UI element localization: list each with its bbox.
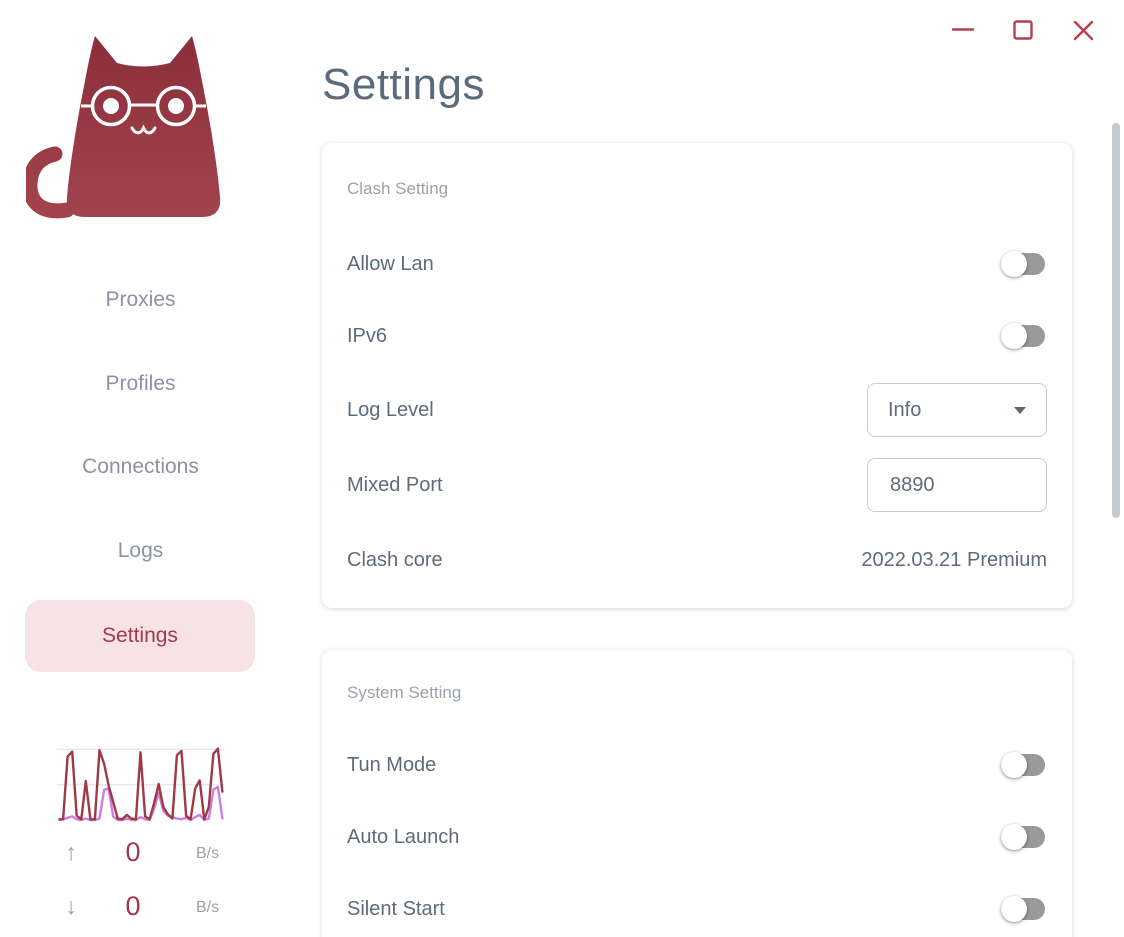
sidebar-item-proxies[interactable]: Proxies [105, 288, 176, 311]
download-stat-row: ↓ 0 B/s [0, 891, 281, 927]
section-label: Clash Setting [347, 179, 449, 198]
mixed-port-input[interactable] [867, 458, 1047, 512]
system-setting-card: System Setting Tun Mode Auto Launch Sile… [322, 650, 1072, 937]
setting-row-clash-core: Clash core 2022.03.21 Premium [347, 532, 1047, 588]
ipv6-label: IPv6 [347, 324, 388, 347]
mixed-port-label: Mixed Port [347, 473, 443, 496]
upload-arrow-icon: ↑ [65, 839, 77, 865]
toggle-thumb [1001, 251, 1027, 277]
clash-setting-card: Clash Setting Allow Lan IPv6 Log Level I… [322, 143, 1072, 608]
close-icon [1073, 20, 1093, 40]
toggle-thumb [1001, 752, 1027, 778]
upload-speed-value: 0 [125, 837, 141, 867]
maximize-button[interactable] [1009, 18, 1037, 42]
minimize-icon [952, 28, 974, 31]
silent-start-toggle[interactable] [1001, 896, 1045, 922]
sidebar-item-connections[interactable]: Connections [82, 455, 199, 478]
download-arrow-icon: ↓ [65, 893, 77, 919]
sidebar-item-profiles[interactable]: Profiles [105, 372, 176, 395]
log-level-label: Log Level [347, 398, 434, 421]
upload-speed-unit: B/s [196, 845, 220, 862]
log-level-value: Info [888, 398, 922, 421]
setting-row-silent-start: Silent Start [347, 881, 1047, 937]
cat-logo-icon [22, 36, 221, 219]
setting-row-ipv6: IPv6 [347, 308, 1047, 364]
app-logo [22, 32, 226, 224]
toggle-thumb [1001, 896, 1027, 922]
setting-row-tun-mode: Tun Mode [347, 737, 1047, 793]
page-title: Settings [322, 60, 485, 109]
auto-launch-label: Auto Launch [347, 825, 460, 848]
close-button[interactable] [1069, 18, 1097, 42]
setting-row-allow-lan: Allow Lan [347, 236, 1047, 292]
upload-stat-row: ↑ 0 B/s [0, 837, 281, 873]
maximize-icon [1013, 20, 1033, 40]
tun-mode-label: Tun Mode [347, 753, 437, 776]
setting-row-auto-launch: Auto Launch [347, 809, 1047, 865]
minimize-button[interactable] [948, 18, 978, 42]
auto-launch-toggle[interactable] [1001, 824, 1045, 850]
log-level-select[interactable]: Info [867, 383, 1047, 437]
allow-lan-label: Allow Lan [347, 252, 434, 275]
allow-lan-toggle[interactable] [1001, 251, 1045, 277]
setting-row-mixed-port: Mixed Port [347, 457, 1047, 513]
toggle-thumb [1001, 824, 1027, 850]
tun-mode-toggle[interactable] [1001, 752, 1045, 778]
traffic-chart [57, 747, 224, 822]
download-speed-value: 0 [125, 891, 141, 921]
toggle-thumb [1001, 323, 1027, 349]
sidebar: Proxies Profiles Connections Logs Settin… [0, 0, 281, 937]
clash-core-label: Clash core [347, 548, 443, 571]
ipv6-toggle[interactable] [1001, 323, 1045, 349]
scrollbar-thumb[interactable] [1112, 123, 1120, 518]
dropdown-caret-icon [1014, 406, 1026, 414]
silent-start-label: Silent Start [347, 897, 445, 920]
sidebar-item-settings-active[interactable]: Settings [25, 600, 255, 672]
clash-core-version: 2022.03.21 Premium [861, 548, 1047, 571]
sidebar-item-logs[interactable]: Logs [117, 539, 164, 562]
section-label: System Setting [347, 683, 462, 702]
setting-row-log-level: Log Level Info [347, 382, 1047, 438]
download-speed-unit: B/s [196, 899, 220, 916]
